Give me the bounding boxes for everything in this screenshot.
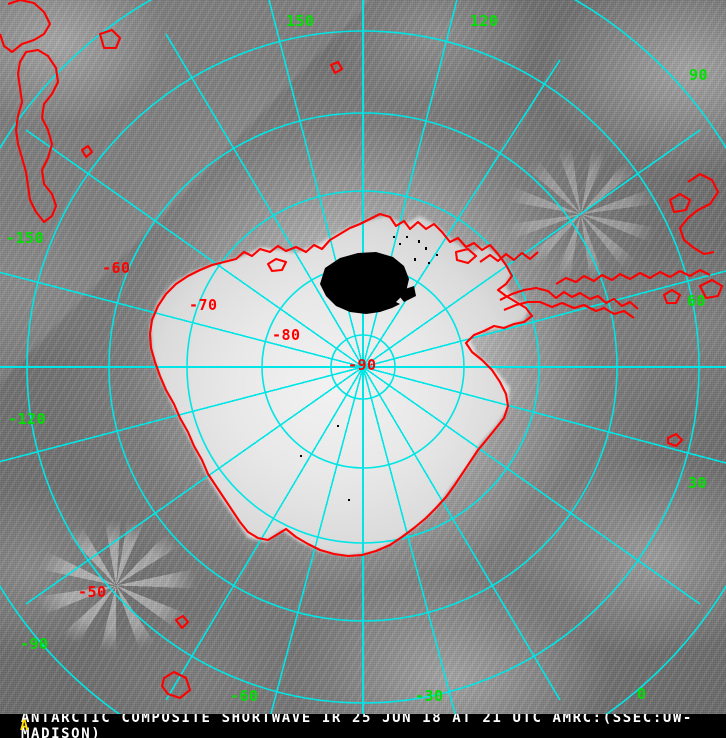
caption-bar: A ANTARCTIC COMPOSITE SHORTWAVE IR 25 JU… [0, 714, 726, 738]
longitude-label-neg60: -60 [230, 687, 259, 705]
longitude-label-30: 30 [688, 474, 708, 492]
text-cursor-glyph: A [20, 718, 31, 734]
longitude-label-neg150: -150 [6, 229, 45, 247]
coastline-new-zealand [0, 0, 122, 224]
graticule-parallels [0, 0, 726, 714]
latitude-label-neg80: -80 [272, 326, 301, 344]
longitude-label-150: 150 [286, 12, 315, 30]
longitude-label-0: 0 [637, 685, 647, 703]
longitude-label-neg120: -120 [8, 410, 47, 428]
latitude-label-neg90: -90 [348, 356, 377, 374]
latitude-label-neg70: -70 [189, 296, 218, 314]
coastline-antarctic-peninsula [479, 172, 724, 448]
map-overlay-layer [0, 0, 726, 714]
coastline-islands [80, 60, 344, 700]
ross-sea-data-gap [320, 252, 416, 314]
longitude-label-90: 90 [689, 66, 709, 84]
longitude-label-60: 60 [687, 292, 707, 310]
data-dropout-speckles [300, 236, 438, 501]
latitude-label-neg60: -60 [102, 259, 131, 277]
longitude-label-neg90: -90 [20, 635, 49, 653]
ice-sheet-brightness-mask [150, 216, 530, 556]
latitude-label-neg50: -50 [78, 583, 107, 601]
caption-text: ANTARCTIC COMPOSITE SHORTWAVE IR 25 JUN … [21, 714, 693, 738]
longitude-label-neg30: -30 [415, 687, 444, 705]
longitude-label-120: 120 [470, 12, 499, 30]
